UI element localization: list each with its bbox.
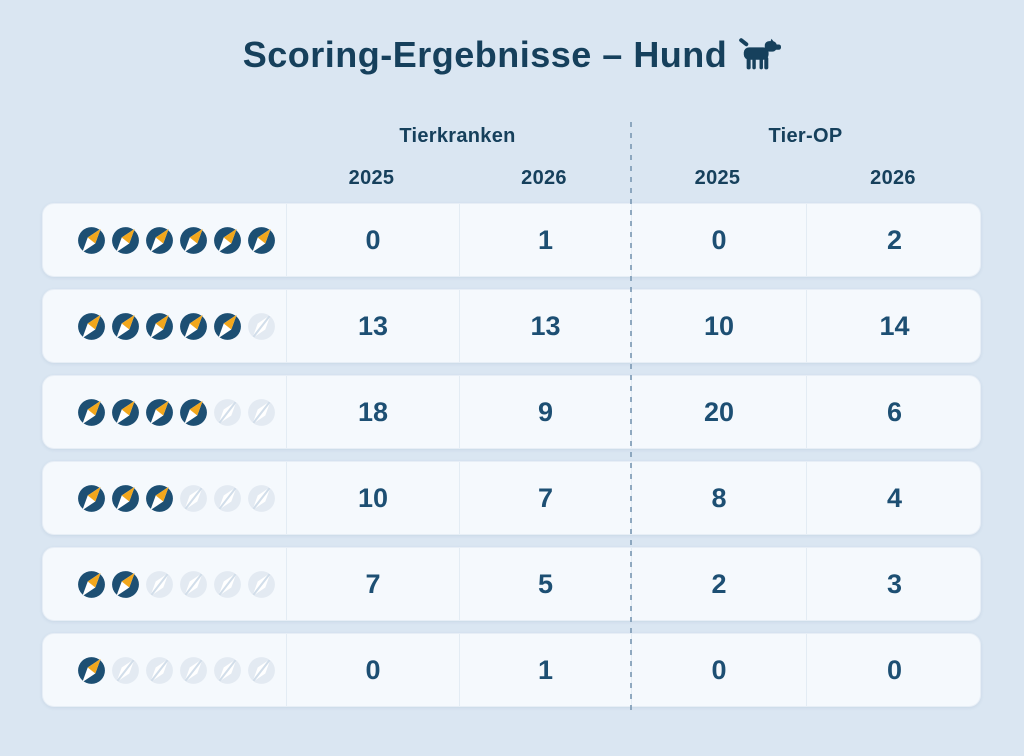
compass-icon: [180, 226, 207, 254]
compass-icon-ghost: [214, 570, 241, 598]
value-tierkranken-2026: 13: [459, 290, 631, 362]
compass-icon-ghost: [214, 656, 241, 684]
compass-icon-ghost: [248, 312, 275, 340]
group-divider: [630, 122, 632, 715]
score-row: 13 13 10 14: [42, 289, 981, 363]
compass-icon-ghost: [146, 656, 173, 684]
value-tierkranken-2026: 1: [459, 634, 631, 706]
compass-icon-ghost: [180, 570, 207, 598]
compass-icon: [146, 226, 173, 254]
compass-icon-ghost: [180, 484, 207, 512]
compass-icon: [248, 226, 275, 254]
score-row: 10 7 8 4: [42, 461, 981, 535]
score-rating: [43, 462, 286, 534]
compass-icon: [112, 570, 139, 598]
value-tier-op-2026: 0: [806, 634, 980, 706]
score-row: 18 9 20 6: [42, 375, 981, 449]
value-tierkranken-2026: 9: [459, 376, 631, 448]
compass-icon-ghost: [248, 484, 275, 512]
compass-icon: [146, 312, 173, 340]
compass-icon-ghost: [214, 484, 241, 512]
score-row: 0 1 0 0: [42, 633, 981, 707]
compass-icon: [112, 484, 139, 512]
value-tierkranken-2025: 10: [286, 462, 459, 534]
header-tierkranken-2025: 2025: [348, 167, 395, 189]
page-title-text: Scoring-Ergebnisse – Hund: [242, 34, 728, 75]
score-rating: [43, 204, 286, 276]
compass-icon: [180, 398, 207, 426]
compass-icon: [146, 398, 173, 426]
column-group-tier-op: Tier-OP: [768, 124, 843, 147]
value-tierkranken-2025: 0: [286, 204, 459, 276]
header-tierkranken-2026: 2026: [521, 167, 567, 189]
score-rating: [43, 290, 286, 362]
compass-icon-ghost: [248, 570, 275, 598]
score-rating: [43, 376, 286, 448]
page-title: Scoring-Ergebnisse – Hund: [0, 34, 1024, 76]
compass-icon: [78, 570, 105, 598]
value-tier-op-2025: 0: [631, 634, 806, 706]
compass-icon: [78, 656, 105, 684]
value-tier-op-2026: 14: [806, 290, 980, 362]
column-group-tierkranken: Tierkranken: [399, 124, 516, 147]
compass-icon: [78, 226, 105, 254]
score-row: 7 5 2 3: [42, 547, 981, 621]
value-tier-op-2025: 10: [631, 290, 806, 362]
dog-icon: [739, 38, 782, 70]
scoring-table: Tierkranken Tier-OP 2025 2026 2025 2026 …: [42, 118, 981, 719]
score-rating: [43, 634, 286, 706]
value-tier-op-2025: 2: [631, 548, 806, 620]
compass-icon-ghost: [214, 398, 241, 426]
compass-icon-ghost: [146, 570, 173, 598]
score-rating: [43, 548, 286, 620]
value-tier-op-2025: 20: [631, 376, 806, 448]
compass-icon-ghost: [248, 656, 275, 684]
value-tierkranken-2025: 7: [286, 548, 459, 620]
value-tier-op-2026: 2: [806, 204, 980, 276]
value-tierkranken-2025: 0: [286, 634, 459, 706]
value-tier-op-2025: 0: [631, 204, 806, 276]
column-group-header-row: Tierkranken Tier-OP: [42, 118, 981, 154]
compass-icon-ghost: [180, 656, 207, 684]
compass-icon: [112, 312, 139, 340]
header-tier-op-2025: 2025: [694, 167, 741, 189]
compass-icon: [112, 398, 139, 426]
value-tierkranken-2025: 18: [286, 376, 459, 448]
compass-icon: [78, 484, 105, 512]
value-tier-op-2025: 8: [631, 462, 806, 534]
header-tier-op-2026: 2026: [870, 167, 916, 189]
compass-icon: [78, 312, 105, 340]
compass-icon: [214, 312, 241, 340]
value-tier-op-2026: 6: [806, 376, 980, 448]
compass-icon: [214, 226, 241, 254]
value-tierkranken-2026: 1: [459, 204, 631, 276]
compass-icon: [146, 484, 173, 512]
value-tier-op-2026: 4: [806, 462, 980, 534]
value-tier-op-2026: 3: [806, 548, 980, 620]
value-tierkranken-2026: 7: [459, 462, 631, 534]
value-tierkranken-2026: 5: [459, 548, 631, 620]
score-rows: 0 1 0 2 13 13 10 14 18 9 20 6 10 7 8 4 7…: [42, 203, 981, 707]
compass-icon: [78, 398, 105, 426]
score-row: 0 1 0 2: [42, 203, 981, 277]
compass-icon-ghost: [248, 398, 275, 426]
compass-icon: [112, 226, 139, 254]
year-header-row: 2025 2026 2025 2026: [42, 154, 981, 203]
compass-icon-ghost: [112, 656, 139, 684]
value-tierkranken-2025: 13: [286, 290, 459, 362]
compass-icon: [180, 312, 207, 340]
